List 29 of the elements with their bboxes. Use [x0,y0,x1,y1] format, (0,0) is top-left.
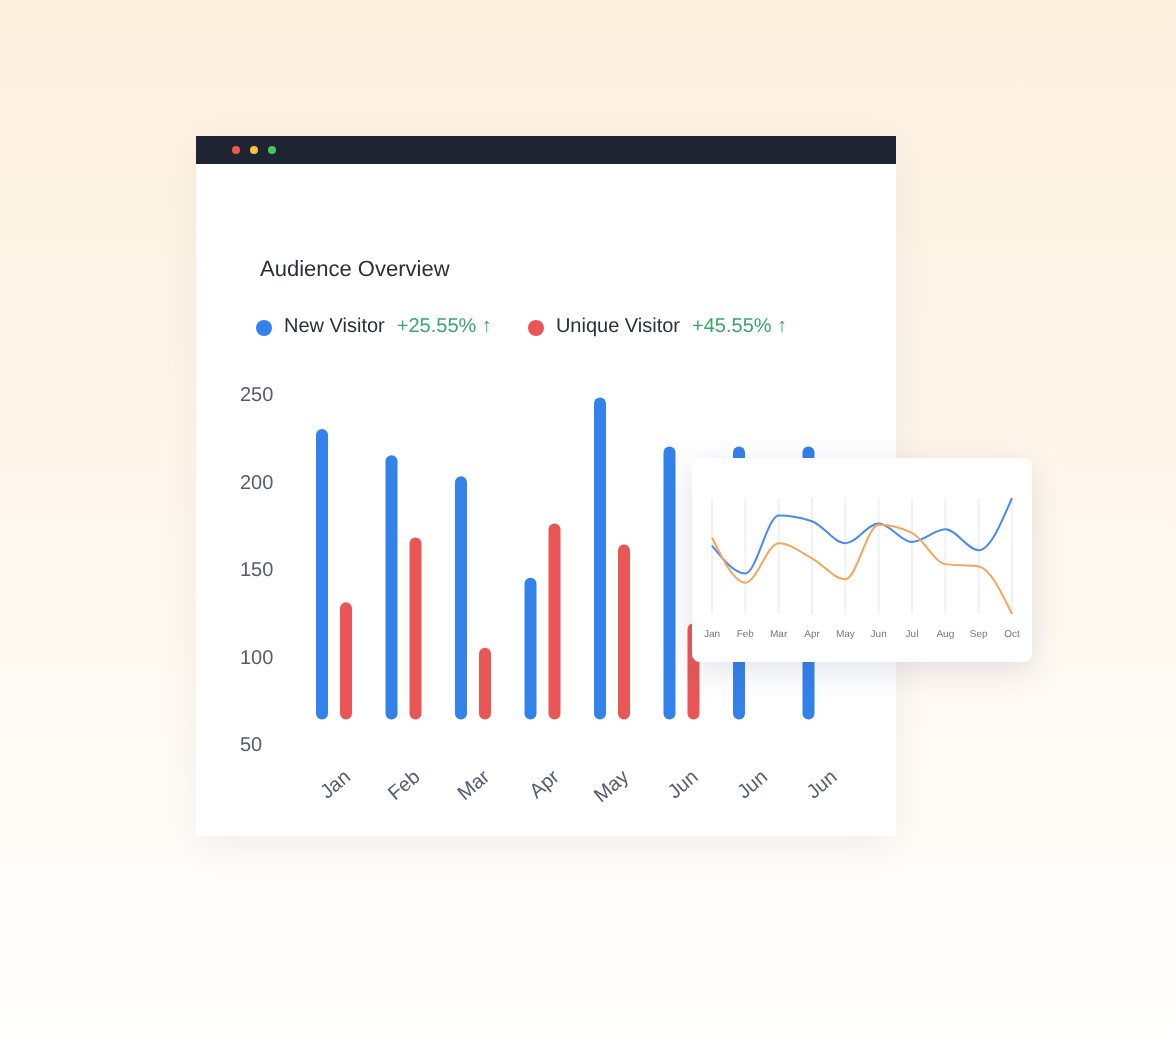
x-tick-label: Mar [454,765,496,806]
y-tick-label: 100 [240,647,275,670]
bar [479,647,491,720]
text: +45.55% ↑ [692,316,788,338]
x-tick-label: Jan [316,766,356,805]
y-tick-label: 150 [240,560,275,583]
y-tick-label: 250 [240,385,275,408]
x-tick-label: Jun [733,766,773,805]
x-tick-label: Apr [526,765,566,804]
x-tick-label: May [590,766,634,808]
bar [618,544,630,720]
x-tick-label: Feb [384,766,426,806]
bar [385,455,398,720]
bar [340,602,352,720]
chart-title: Audience Overview [260,258,450,282]
y-tick-label: 50 [240,735,264,758]
text: +25.55% ↑ [396,316,492,338]
bar [455,476,467,720]
bar [663,446,676,720]
bar [316,429,328,720]
y-tick-label: 200 [240,472,275,495]
bar [594,397,606,720]
bar [409,537,422,720]
legend-label: Unique Visitor [555,316,681,338]
bar [548,523,561,720]
legend-label: New Visitor [284,316,385,338]
x-tick-label: Jun [803,766,843,805]
x-tick-label: Jun [664,766,704,805]
bar [524,577,537,720]
